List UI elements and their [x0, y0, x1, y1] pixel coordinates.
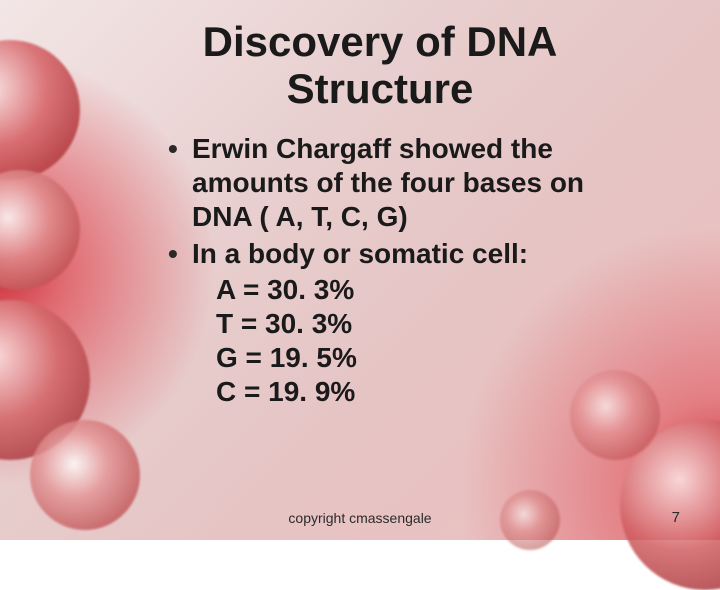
bullet-text: In a body or somatic cell:	[192, 238, 528, 269]
bullet-text: Erwin Chargaff showed the	[192, 133, 553, 164]
slide-body: Erwin Chargaff showed the amounts of the…	[168, 132, 680, 409]
base-line-A: A = 30. 3%	[168, 273, 680, 307]
footer-copyright: copyright cmassengale	[0, 510, 720, 526]
page-number: 7	[672, 509, 680, 526]
slide-content: Discovery of DNA Structure Erwin Chargaf…	[0, 0, 720, 540]
title-line: Structure	[287, 65, 474, 112]
slide-title: Discovery of DNA Structure	[120, 18, 640, 112]
base-line-G: G = 19. 5%	[168, 341, 680, 375]
base-line-T: T = 30. 3%	[168, 307, 680, 341]
bullet-text: amounts of the four bases on	[192, 167, 584, 198]
bullet-text: DNA ( A, T, C, G)	[192, 201, 408, 232]
bullet-2: In a body or somatic cell:	[168, 237, 680, 271]
base-line-C: C = 19. 9%	[168, 375, 680, 409]
title-line: Discovery of DNA	[203, 18, 558, 65]
bullet-1: Erwin Chargaff showed the amounts of the…	[168, 132, 680, 234]
